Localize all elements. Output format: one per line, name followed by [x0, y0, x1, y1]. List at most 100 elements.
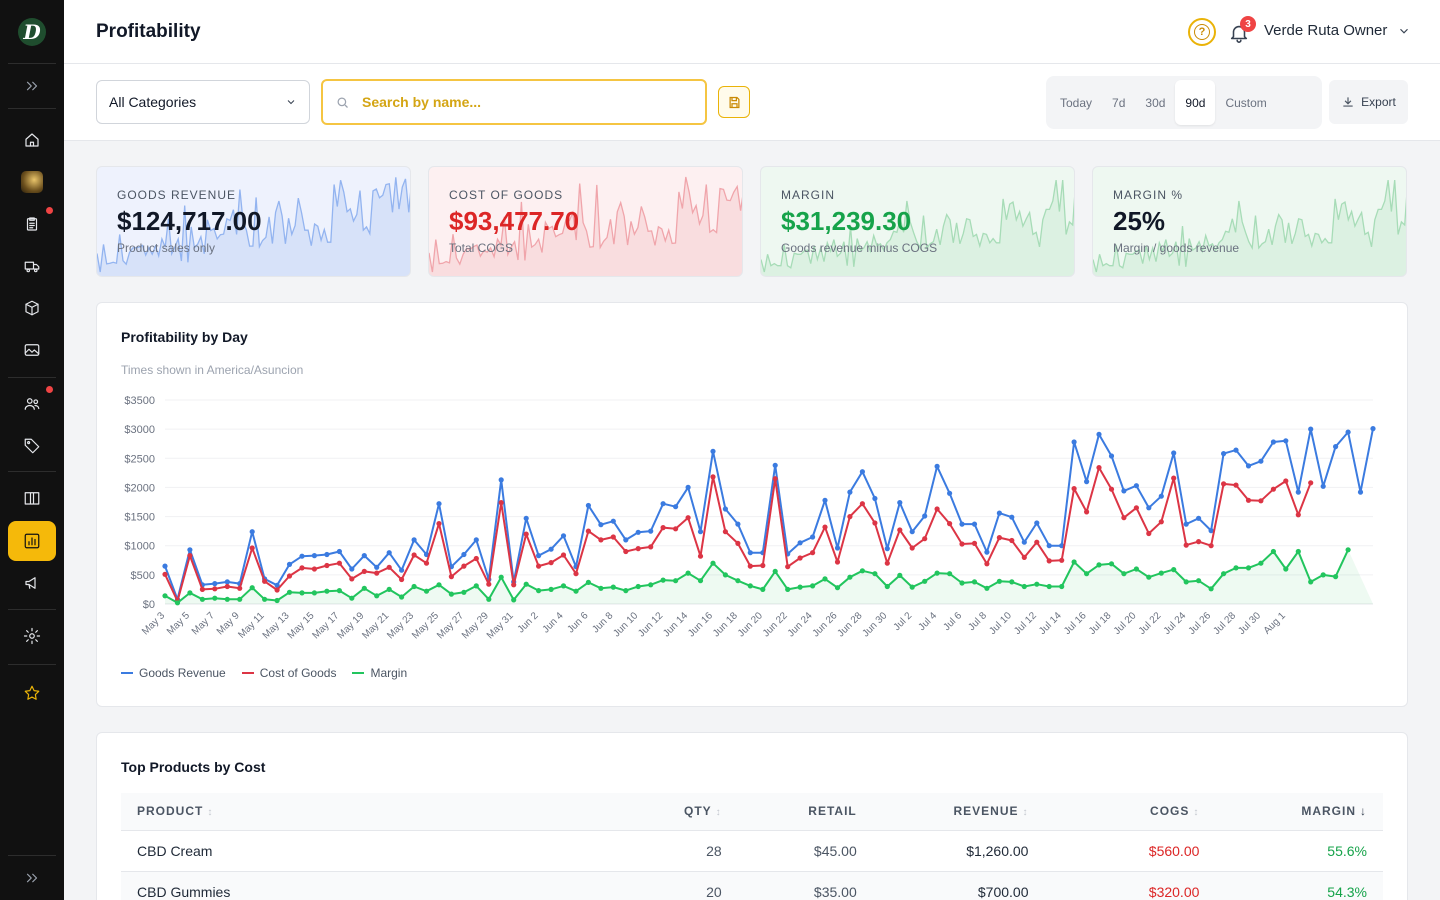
margin-point[interactable]: [573, 588, 579, 594]
cost-of-goods-point[interactable]: [399, 576, 405, 583]
goods-revenue-point[interactable]: [1183, 521, 1189, 527]
cost-of-goods-point[interactable]: [511, 582, 517, 588]
cost-of-goods-point[interactable]: [1096, 465, 1102, 471]
cost-of-goods-point[interactable]: [536, 563, 542, 569]
goods-revenue-point[interactable]: [286, 561, 293, 567]
cost-of-goods-point[interactable]: [224, 583, 230, 590]
cost-of-goods-point[interactable]: [623, 548, 629, 555]
cost-of-goods-point[interactable]: [673, 526, 679, 532]
goods-revenue-point[interactable]: [1245, 463, 1252, 469]
cost-of-goods-point[interactable]: [361, 568, 367, 574]
goods-revenue-point[interactable]: [299, 553, 305, 559]
goods-revenue-point[interactable]: [249, 529, 255, 535]
margin-point[interactable]: [374, 593, 380, 599]
cost-of-goods-point[interactable]: [1021, 554, 1027, 560]
cost-of-goods-point[interactable]: [336, 560, 342, 566]
margin-point[interactable]: [1345, 547, 1351, 553]
sidebar-item-promotions[interactable]: [8, 426, 56, 466]
goods-revenue-point[interactable]: [710, 448, 716, 454]
margin-point[interactable]: [262, 596, 268, 602]
cost-of-goods-point[interactable]: [448, 574, 454, 580]
margin-point[interactable]: [1245, 565, 1252, 571]
sidebar-item-customers[interactable]: [8, 384, 56, 424]
goods-revenue-point[interactable]: [523, 515, 529, 521]
margin-point[interactable]: [162, 593, 168, 599]
goods-revenue-point[interactable]: [635, 529, 641, 535]
goods-revenue-point[interactable]: [560, 533, 567, 539]
cost-of-goods-point[interactable]: [847, 514, 853, 520]
margin-point[interactable]: [386, 586, 392, 592]
margin-point[interactable]: [735, 578, 741, 584]
cost-of-goods-point[interactable]: [797, 555, 803, 561]
margin-point[interactable]: [797, 584, 803, 590]
cost-of-goods-point[interactable]: [660, 525, 666, 531]
margin-point[interactable]: [697, 578, 704, 584]
cost-of-goods-point[interactable]: [374, 570, 380, 576]
goods-revenue-point[interactable]: [361, 553, 367, 559]
margin-point[interactable]: [1071, 559, 1077, 565]
goods-revenue-point[interactable]: [1121, 488, 1127, 494]
margin-point[interactable]: [1096, 562, 1102, 568]
goods-revenue-point[interactable]: [971, 521, 978, 527]
goods-revenue-point[interactable]: [610, 518, 616, 524]
margin-point[interactable]: [498, 574, 504, 580]
cost-of-goods-point[interactable]: [411, 552, 417, 558]
sidebar-item-catalog[interactable]: [8, 478, 56, 518]
sidebar-item-orders[interactable]: [8, 204, 56, 244]
margin-point[interactable]: [847, 574, 853, 580]
margin-point[interactable]: [934, 570, 940, 576]
margin-point[interactable]: [1021, 583, 1027, 590]
cost-of-goods-point[interactable]: [772, 476, 778, 482]
goods-revenue-point[interactable]: [349, 566, 355, 572]
margin-point[interactable]: [1333, 574, 1339, 580]
help-button[interactable]: ?: [1188, 18, 1216, 46]
goods-revenue-point[interactable]: [1084, 479, 1090, 485]
margin-point[interactable]: [810, 583, 816, 589]
margin-point[interactable]: [610, 584, 616, 590]
cost-of-goods-point[interactable]: [1046, 558, 1052, 564]
cost-of-goods-point[interactable]: [560, 552, 567, 558]
goods-revenue-point[interactable]: [1034, 520, 1040, 526]
goods-revenue-point[interactable]: [1233, 447, 1239, 453]
margin-point[interactable]: [747, 583, 753, 589]
goods-revenue-point[interactable]: [984, 549, 990, 555]
goods-revenue-point[interactable]: [673, 504, 679, 510]
margin-point[interactable]: [1233, 565, 1239, 571]
cost-of-goods-point[interactable]: [274, 587, 280, 593]
legend-item-margin[interactable]: Margin: [352, 666, 407, 680]
goods-revenue-point[interactable]: [336, 548, 342, 555]
goods-revenue-point[interactable]: [697, 529, 704, 535]
collapse-sidebar-button[interactable]: [8, 858, 56, 898]
cost-of-goods-point[interactable]: [162, 571, 168, 577]
margin-point[interactable]: [1046, 583, 1052, 590]
cost-of-goods-point[interactable]: [598, 537, 604, 543]
goods-revenue-point[interactable]: [1046, 543, 1052, 549]
margin-point[interactable]: [1196, 578, 1202, 584]
goods-revenue-point[interactable]: [436, 501, 442, 507]
cost-of-goods-point[interactable]: [386, 564, 392, 570]
cost-of-goods-point[interactable]: [1071, 486, 1077, 492]
margin-point[interactable]: [1171, 567, 1177, 573]
cost-of-goods-point[interactable]: [1034, 539, 1040, 545]
margin-point[interactable]: [1221, 571, 1227, 577]
cost-of-goods-point[interactable]: [710, 474, 716, 480]
cost-of-goods-point[interactable]: [822, 524, 828, 530]
cost-of-goods-point[interactable]: [947, 521, 953, 527]
margin-point[interactable]: [548, 586, 554, 592]
range-button-custom[interactable]: Custom: [1225, 95, 1267, 110]
goods-revenue-point[interactable]: [847, 489, 853, 495]
cost-of-goods-point[interactable]: [262, 578, 268, 584]
goods-revenue-point[interactable]: [411, 537, 417, 543]
cost-of-goods-point[interactable]: [785, 564, 791, 570]
goods-revenue-point[interactable]: [797, 540, 803, 546]
margin-point[interactable]: [1059, 583, 1065, 590]
goods-revenue-point[interactable]: [1009, 514, 1015, 520]
margin-point[interactable]: [349, 595, 355, 601]
goods-revenue-point[interactable]: [473, 537, 479, 543]
margin-point[interactable]: [237, 596, 243, 602]
margin-point[interactable]: [1121, 571, 1127, 577]
goods-revenue-point[interactable]: [1208, 528, 1214, 534]
goods-revenue-point[interactable]: [1295, 489, 1301, 495]
margin-point[interactable]: [1283, 566, 1289, 572]
margin-point[interactable]: [872, 571, 878, 577]
